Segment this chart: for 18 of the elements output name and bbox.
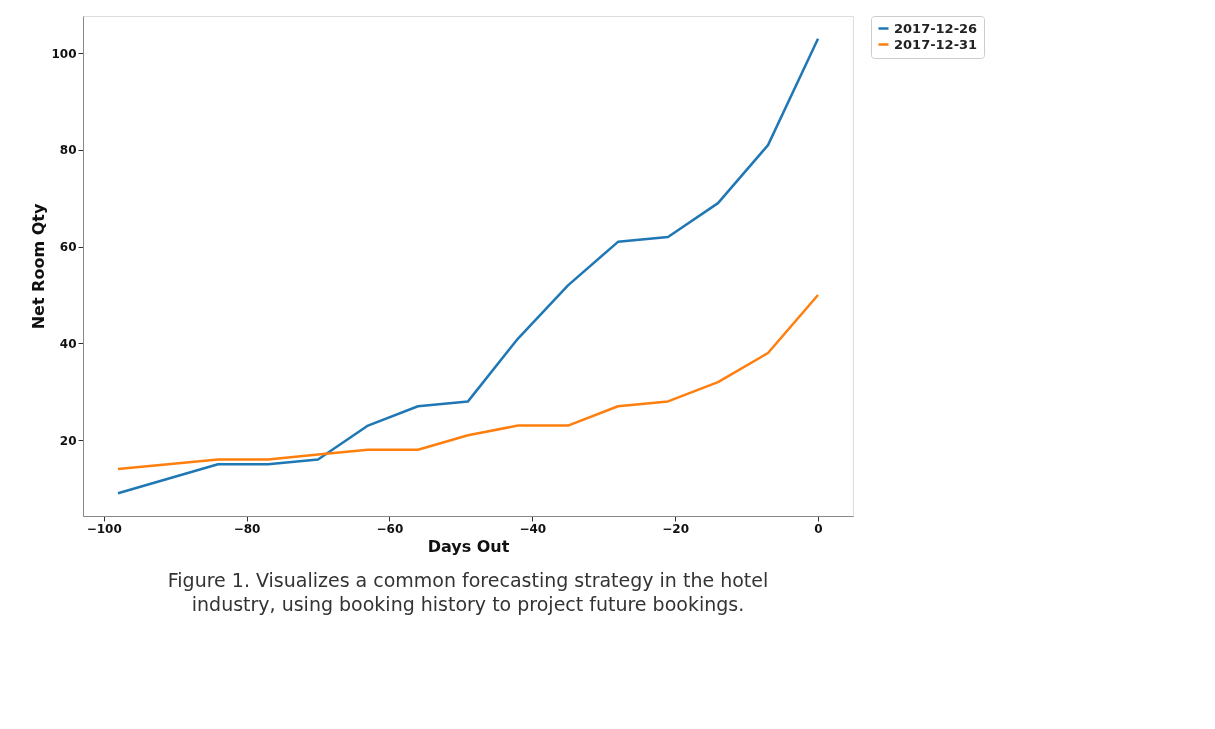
caption: Figure 1. Visualizes a common forecasting strategy in the hotel industry, using booking history to project future bookings.: [167, 569, 769, 615]
y-tick-label: 100: [51, 46, 77, 61]
y-tick-label: 20: [59, 433, 77, 448]
legend-label: 2017-12-26: [894, 20, 978, 36]
x-tick-label: −20: [662, 521, 690, 536]
x-tick-label: 0: [814, 521, 823, 536]
line-series: [116, 293, 820, 471]
x-axis-title: Days Out: [427, 536, 510, 556]
y-tick-label: 80: [59, 143, 77, 158]
y-axis-title: Net Room Qty: [29, 203, 49, 330]
x-tick-label: −100: [86, 521, 122, 536]
y-tick-label: 60: [59, 240, 77, 255]
x-tick-label: −80: [233, 521, 261, 536]
line-series: [116, 37, 820, 495]
x-tick-label: −40: [519, 521, 547, 536]
legend-label: 2017-12-31: [894, 36, 978, 52]
x-tick-label: −60: [376, 521, 404, 536]
y-tick-label: 40: [59, 336, 77, 351]
